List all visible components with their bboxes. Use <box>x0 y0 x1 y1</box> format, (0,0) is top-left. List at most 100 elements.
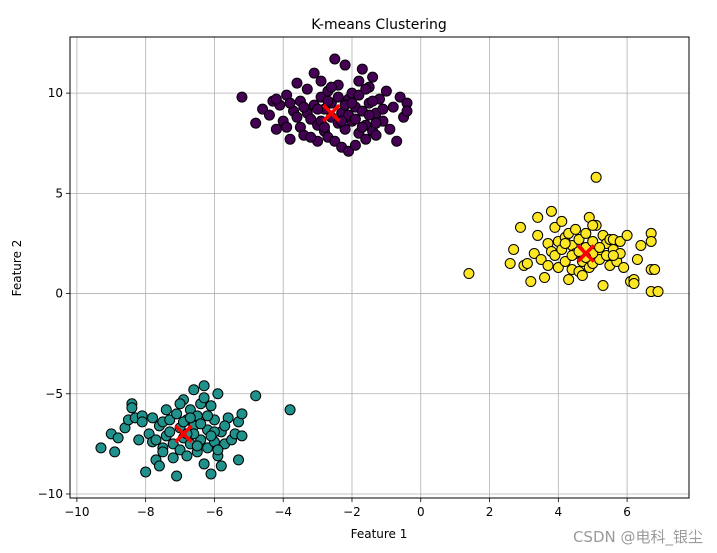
cluster-2-point <box>614 235 626 247</box>
y-tick-label: 0 <box>55 287 63 301</box>
cluster-0-point <box>367 71 379 83</box>
cluster-1-point <box>133 434 145 446</box>
y-tick-label: −10 <box>38 487 63 501</box>
cluster-2-point <box>528 247 540 259</box>
cluster-1-point <box>112 432 124 444</box>
x-tick-label: −8 <box>137 505 155 519</box>
cluster-0-point <box>322 95 334 107</box>
cluster-2-point <box>521 257 533 269</box>
cluster-2-point <box>635 239 647 251</box>
cluster-1-point <box>150 434 162 446</box>
centroid-x-stroke <box>576 244 596 263</box>
cluster-0-point <box>236 91 248 103</box>
cluster-0-point <box>318 121 330 133</box>
plot-area-frame <box>69 36 690 499</box>
cluster-0-point <box>339 59 351 71</box>
cluster-2-point <box>552 262 564 273</box>
cluster-1-point <box>215 460 227 472</box>
cluster-1-point <box>198 380 210 392</box>
cluster-0-point <box>250 117 262 129</box>
cluster-1-point <box>202 442 214 454</box>
cluster-1-point <box>164 426 176 438</box>
cluster-0-point <box>387 101 399 113</box>
cluster-1-point <box>219 420 231 432</box>
centroid-2 <box>576 244 596 263</box>
cluster-2-point <box>532 211 544 223</box>
x-axis-label: Feature 1 <box>351 527 408 541</box>
x-tick-label: 6 <box>623 505 631 519</box>
cluster-1-point <box>157 446 169 458</box>
cluster-0-point <box>281 121 293 133</box>
cluster-1-point <box>202 410 214 422</box>
cluster-0-point <box>394 91 406 103</box>
cluster-2-point <box>542 259 554 271</box>
cluster-2-point <box>621 229 633 241</box>
cluster-2-point <box>628 278 640 290</box>
cluster-0-point <box>270 93 282 105</box>
cluster-0-point <box>356 63 368 75</box>
cluster-0-point <box>346 97 358 109</box>
cluster-1-point <box>198 458 210 470</box>
cluster-1-point <box>181 450 193 462</box>
cluster-0-point <box>360 83 372 95</box>
cluster-1-point <box>198 392 210 404</box>
centroid-1 <box>174 424 193 444</box>
cluster-2-point <box>570 223 582 235</box>
chart-title: K-means Clustering <box>311 17 447 33</box>
cluster-2-point <box>535 253 547 265</box>
cluster-0-point <box>370 129 382 141</box>
cluster-2-point <box>652 286 664 298</box>
cluster-2-point <box>532 229 544 241</box>
cluster-0-point <box>360 133 372 145</box>
cluster-1-point <box>184 412 196 424</box>
cluster-0-point <box>284 133 296 145</box>
cluster-0-point <box>284 97 296 109</box>
cluster-0-point <box>308 67 320 79</box>
cluster-1-point <box>233 454 245 466</box>
cluster-0-point <box>356 121 368 133</box>
cluster-2-point <box>649 264 661 276</box>
x-tick-label: −4 <box>274 505 292 519</box>
cluster-0-point <box>377 103 389 115</box>
cluster-1-point <box>171 408 183 420</box>
cluster-2-point <box>631 253 643 265</box>
cluster-0-point <box>343 145 355 157</box>
cluster-0-point <box>349 139 361 151</box>
centroid-x-stroke <box>174 424 193 444</box>
x-tick-label: 0 <box>417 505 425 519</box>
cluster-1-point <box>160 404 172 416</box>
cluster-1-point <box>171 470 183 482</box>
cluster-1-point <box>95 442 107 454</box>
x-tick-label: 4 <box>555 505 563 519</box>
centroid-x-stroke <box>322 103 341 123</box>
cluster-2-point <box>580 227 592 239</box>
cluster-2-point <box>549 221 561 233</box>
cluster-1-point <box>250 390 262 402</box>
axis-ticks: −10 −8 −6 −4 −2 0 2 4 6 −10 −5 0 5 10 <box>38 86 631 519</box>
y-tick-label: 5 <box>55 186 63 200</box>
cluster-2-point <box>508 243 520 255</box>
y-tick-label: 10 <box>48 86 63 100</box>
cluster-1-point <box>205 430 217 442</box>
cluster-2-point <box>594 241 606 253</box>
cluster-0-point <box>305 113 317 125</box>
cluster-2-point <box>514 221 526 233</box>
x-tick-label: −2 <box>343 505 361 519</box>
cluster-2-point <box>556 215 568 227</box>
cluster-1-point <box>284 404 296 416</box>
grid-lines <box>70 37 689 498</box>
cluster-1-point <box>236 430 248 442</box>
cluster-0-point <box>332 91 344 103</box>
cluster-0-point <box>380 85 392 97</box>
cluster-0-point <box>367 95 379 107</box>
cluster-1-point <box>167 452 179 464</box>
cluster-2-point <box>525 276 537 288</box>
cluster-0-point <box>301 83 313 95</box>
cluster-0-point <box>291 77 303 89</box>
cluster-1-point <box>109 446 121 458</box>
cluster-0-point <box>370 117 382 129</box>
cluster-2-point <box>539 272 551 284</box>
cluster-1-point <box>188 384 200 396</box>
cluster-0-point <box>384 123 396 135</box>
cluster-2-point <box>559 255 571 267</box>
